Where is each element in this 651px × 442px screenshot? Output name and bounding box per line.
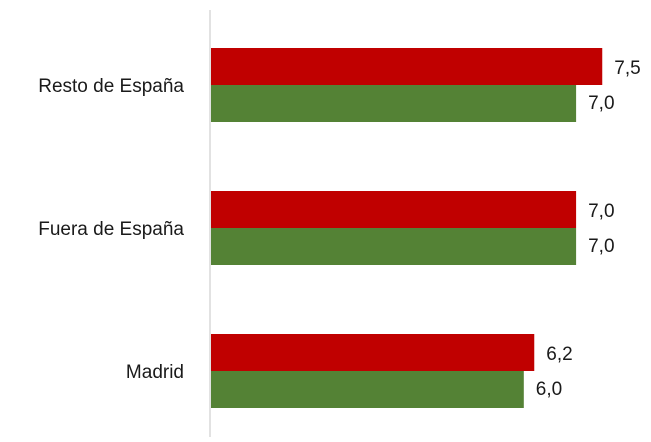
value-label: 6,0 [536, 379, 562, 400]
value-label: 7,0 [588, 201, 614, 222]
bar [211, 228, 577, 265]
bar [211, 334, 535, 371]
bar [211, 371, 524, 408]
value-label: 6,2 [546, 344, 572, 365]
bar [211, 85, 577, 122]
category-label: Resto de España [38, 76, 184, 97]
bar [211, 48, 603, 85]
value-label: 7,5 [614, 58, 640, 79]
bar [211, 191, 577, 228]
value-label: 7,0 [588, 236, 614, 257]
value-label: 7,0 [588, 93, 614, 114]
category-label: Madrid [126, 362, 184, 383]
bars-layer [211, 48, 603, 408]
category-label: Fuera de España [38, 219, 184, 240]
